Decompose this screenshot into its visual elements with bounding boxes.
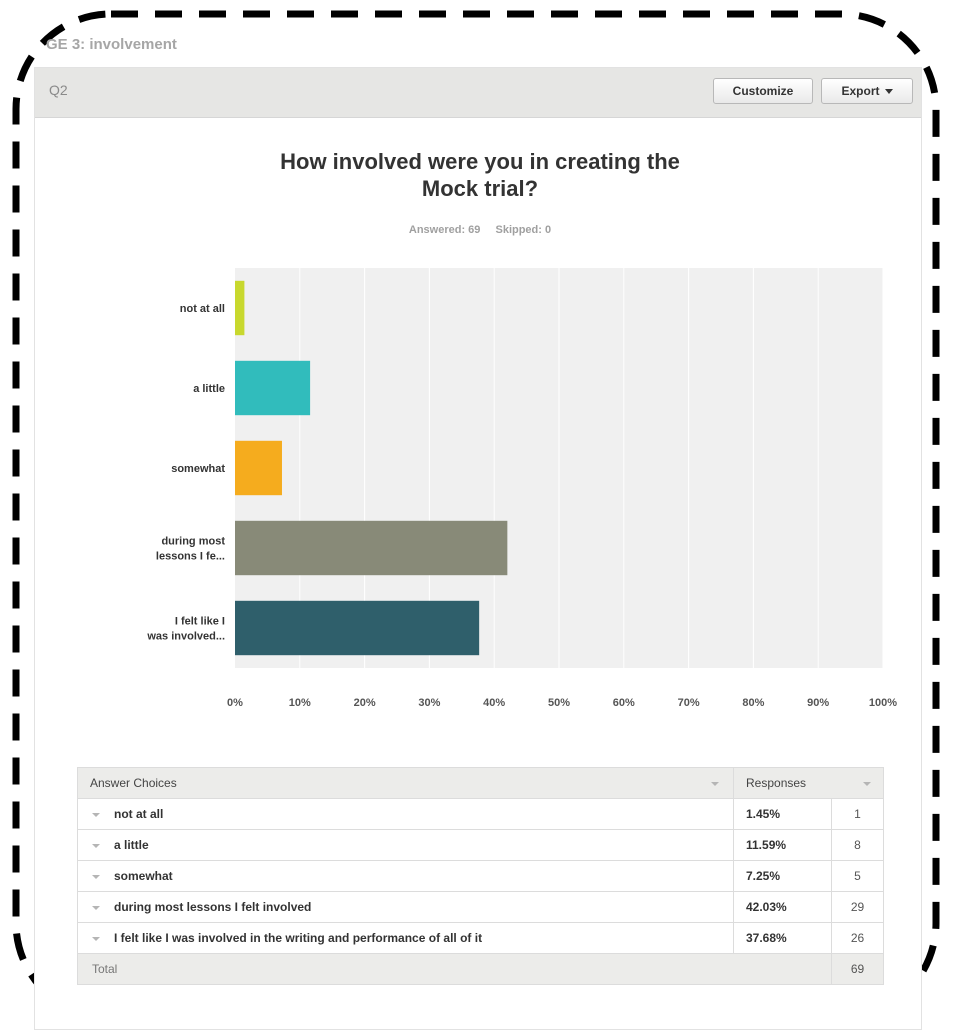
answered-count: Answered: 69 [408, 224, 481, 236]
category-label: somewhat [171, 463, 225, 475]
response-stats: Answered: 69 Skipped: 0 [235, 224, 725, 236]
export-button-label: Export [841, 84, 880, 98]
bar [235, 520, 508, 576]
answer-choices-header[interactable]: Answer Choices [77, 767, 734, 799]
answer-cell: I felt like I was involved in the writin… [77, 922, 734, 954]
category-label: I felt like I [175, 616, 225, 628]
count-cell: 8 [831, 829, 884, 861]
question-title-line-2: Mock trial? [421, 176, 539, 201]
question-label: Q2 [49, 82, 68, 98]
x-tick-label: 30% [418, 697, 440, 709]
answer-cell: during most lessons I felt involved [77, 891, 734, 923]
count-cell: 26 [831, 922, 884, 954]
answer-cell: not at all [77, 798, 734, 830]
table-row: during most lessons I felt involved 42.0… [77, 891, 884, 923]
row-expand-icon[interactable] [92, 843, 100, 848]
question-panel: Q2 Customize Export How involved were yo… [34, 67, 922, 1030]
x-tick-label: 70% [678, 697, 700, 709]
category-label: a little [193, 383, 225, 395]
x-tick-label: 100% [869, 697, 897, 709]
page-title: GE 3: involvement [46, 36, 177, 53]
count-cell: 1 [831, 798, 884, 830]
answer-text: not at all [114, 807, 164, 821]
bar-chart: 0% 10% 20% 30% 40% 50% 60% 70% 80% 90% 100% not at … [146, 268, 897, 709]
customize-button-label: Customize [732, 84, 794, 98]
category-label: lessons I fe... [156, 551, 225, 563]
category-label: not at all [180, 303, 225, 315]
x-tick-label: 90% [807, 697, 829, 709]
x-tick-label: 60% [613, 697, 635, 709]
table-row: a little 11.59% 8 [77, 829, 884, 861]
row-expand-icon[interactable] [92, 936, 100, 941]
row-expand-icon[interactable] [92, 812, 100, 817]
count-cell: 29 [831, 891, 884, 923]
total-label: Total [77, 953, 832, 985]
total-row: Total 69 [77, 953, 884, 985]
responses-header-label: Responses [746, 776, 807, 790]
sort-arrow-icon [863, 782, 871, 786]
question-title: How involved were you in creating the Mo… [215, 148, 745, 202]
percent-cell: 7.25% [733, 860, 832, 892]
responses-header[interactable]: Responses [733, 767, 884, 799]
answer-cell: a little [77, 829, 734, 861]
table-row: I felt like I was involved in the writin… [77, 922, 884, 954]
category-label: during most [161, 536, 225, 548]
x-tick-label: 40% [483, 697, 505, 709]
bar [235, 600, 480, 656]
x-tick-label: 0% [227, 697, 243, 709]
question-title-line-1: How involved were you in creating the [280, 149, 680, 174]
bar [235, 360, 311, 416]
responses-table: Answer Choices Responses not at all 1.45… [77, 767, 884, 985]
customize-button[interactable]: Customize [713, 78, 813, 104]
category-label: was involved... [146, 631, 225, 643]
answer-text: a little [114, 838, 149, 852]
percent-cell: 11.59% [733, 829, 832, 861]
table-header-row: Answer Choices Responses [77, 767, 884, 799]
bar [235, 440, 282, 496]
table-row: somewhat 7.25% 5 [77, 860, 884, 892]
answer-choices-header-label: Answer Choices [90, 776, 177, 790]
table-row: not at all 1.45% 1 [77, 798, 884, 830]
panel-header: Q2 Customize Export [35, 68, 921, 118]
answer-text: I felt like I was involved in the writin… [114, 931, 483, 945]
answer-text: somewhat [114, 869, 173, 883]
percent-cell: 42.03% [733, 891, 832, 923]
row-expand-icon[interactable] [92, 905, 100, 910]
percent-cell: 1.45% [733, 798, 832, 830]
x-tick-label: 20% [354, 697, 376, 709]
x-tick-label: 50% [548, 697, 570, 709]
answer-cell: somewhat [77, 860, 734, 892]
row-expand-icon[interactable] [92, 874, 100, 879]
bar [235, 280, 245, 336]
sort-arrow-icon [711, 782, 719, 786]
x-tick-label: 80% [742, 697, 764, 709]
answer-text: during most lessons I felt involved [114, 900, 312, 914]
export-button[interactable]: Export [821, 78, 913, 104]
total-count: 69 [831, 953, 884, 985]
percent-cell: 37.68% [733, 922, 832, 954]
caret-down-icon [884, 89, 893, 95]
count-cell: 5 [831, 860, 884, 892]
skipped-count: Skipped: 0 [495, 224, 552, 236]
x-tick-label: 10% [289, 697, 311, 709]
